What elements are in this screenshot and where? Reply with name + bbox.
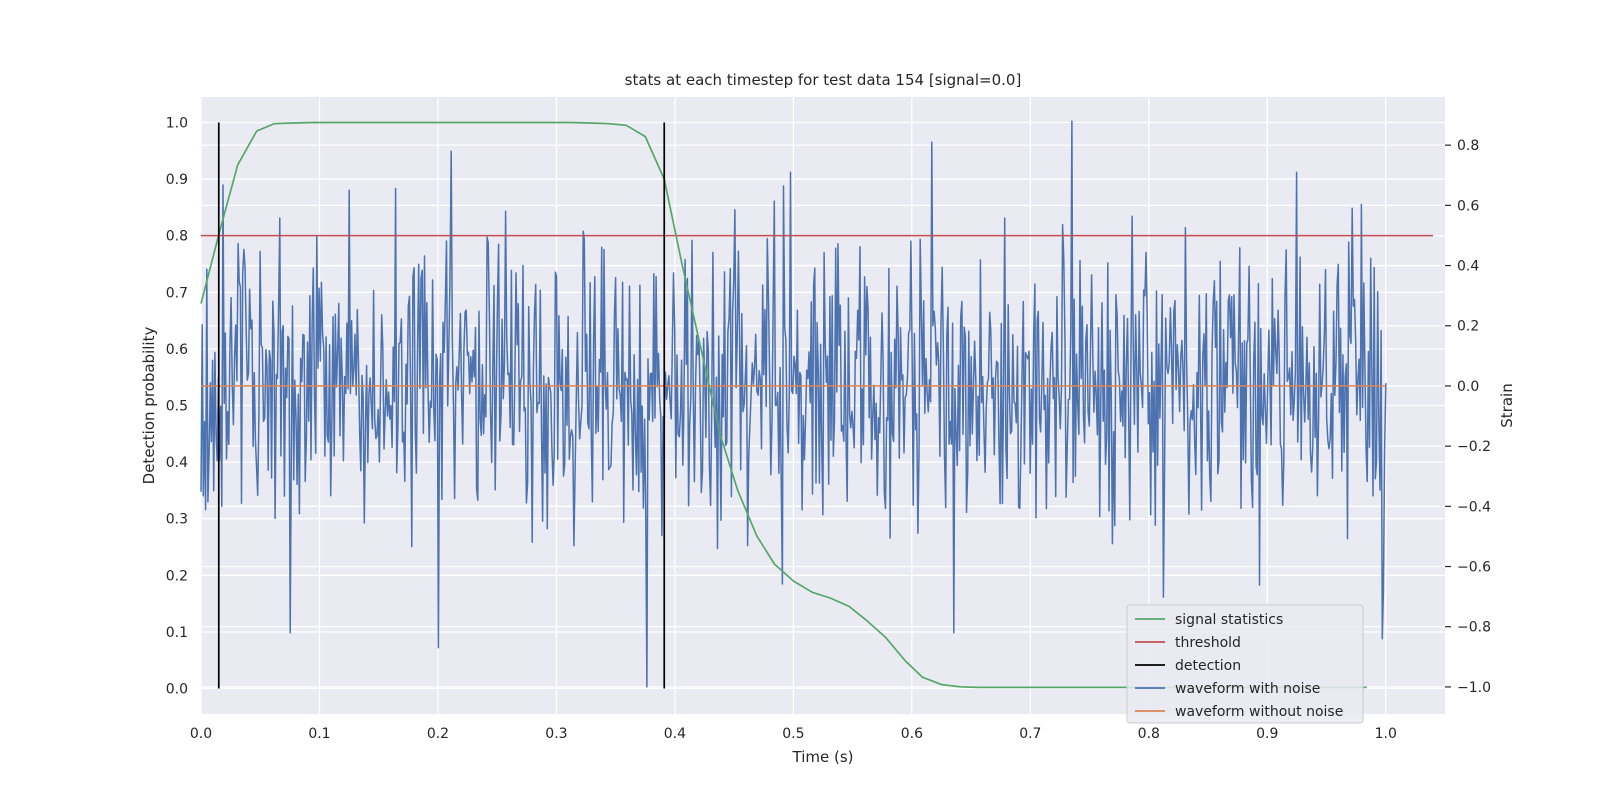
series-waveform-with-noise	[200, 120, 1387, 688]
legend-label-3: waveform with noise	[1175, 681, 1320, 697]
y-right-tick-label-9: 0.8	[1457, 138, 1479, 154]
y-left-tick-label-7: 0.7	[166, 285, 188, 301]
legend-label-4: waveform without noise	[1175, 704, 1343, 720]
x-tick-label-2: 0.2	[427, 726, 449, 742]
y-right-tick-label-4: −0.2	[1457, 439, 1491, 455]
y-right-tick-label-7: 0.4	[1457, 259, 1479, 275]
legend-label-1: threshold	[1175, 635, 1241, 651]
series-layer	[200, 120, 1434, 689]
y-right-axis-label: Strain	[1498, 383, 1516, 427]
y-right-tick-label-3: −0.4	[1457, 499, 1491, 515]
axes: 0.0 0.1 0.2 0.3 0.4 0.5 0.6 0.7 0.8 0.9 1.0 0.0 0.1 0…	[166, 115, 1491, 742]
y-left-tick-label-4: 0.4	[166, 455, 188, 471]
x-tick-label-6: 0.6	[901, 726, 923, 742]
y-left-tick-label-3: 0.3	[166, 512, 188, 528]
y-right-tick-label-1: −0.8	[1457, 620, 1491, 636]
x-tick-label-10: 1.0	[1375, 726, 1397, 742]
x-tick-label-3: 0.3	[545, 726, 567, 742]
x-tick-label-1: 0.1	[308, 726, 330, 742]
y-left-tick-label-10: 1.0	[166, 115, 188, 131]
y-right-tick-label-8: 0.6	[1457, 198, 1479, 214]
y-left-tick-label-0: 0.0	[166, 682, 188, 698]
legend-label-2: detection	[1175, 658, 1241, 674]
y-right-tick-label-5: 0.0	[1457, 379, 1479, 395]
y-right-tick-label-2: −0.6	[1457, 560, 1491, 576]
y-left-tick-label-8: 0.8	[166, 229, 188, 245]
y-left-tick-label-6: 0.6	[166, 342, 188, 358]
y-left-tick-label-9: 0.9	[166, 172, 188, 188]
x-tick-label-0: 0.0	[190, 726, 212, 742]
y-left-tick-label-1: 0.1	[166, 625, 188, 641]
legend-box	[1126, 604, 1364, 724]
y-left-tick-label-2: 0.2	[166, 568, 188, 584]
y-right-tick-label-6: 0.2	[1457, 319, 1479, 335]
x-tick-label-4: 0.4	[664, 726, 686, 742]
x-axis-label: Time (s)	[792, 748, 854, 766]
y-left-tick-label-5: 0.5	[166, 399, 188, 415]
y-left-axis-label: Detection probability	[140, 327, 158, 485]
chart-title: stats at each timestep for test data 154…	[625, 71, 1022, 89]
legend-label-0: signal statistics	[1175, 612, 1283, 628]
y-right-tick-label-0: −1.0	[1457, 680, 1491, 696]
legend: signal statistics threshold detection wavef…	[1126, 604, 1364, 724]
x-tick-label-7: 0.7	[1019, 726, 1041, 742]
x-tick-label-8: 0.8	[1138, 726, 1160, 742]
x-tick-label-9: 0.9	[1256, 726, 1278, 742]
x-tick-label-5: 0.5	[782, 726, 804, 742]
